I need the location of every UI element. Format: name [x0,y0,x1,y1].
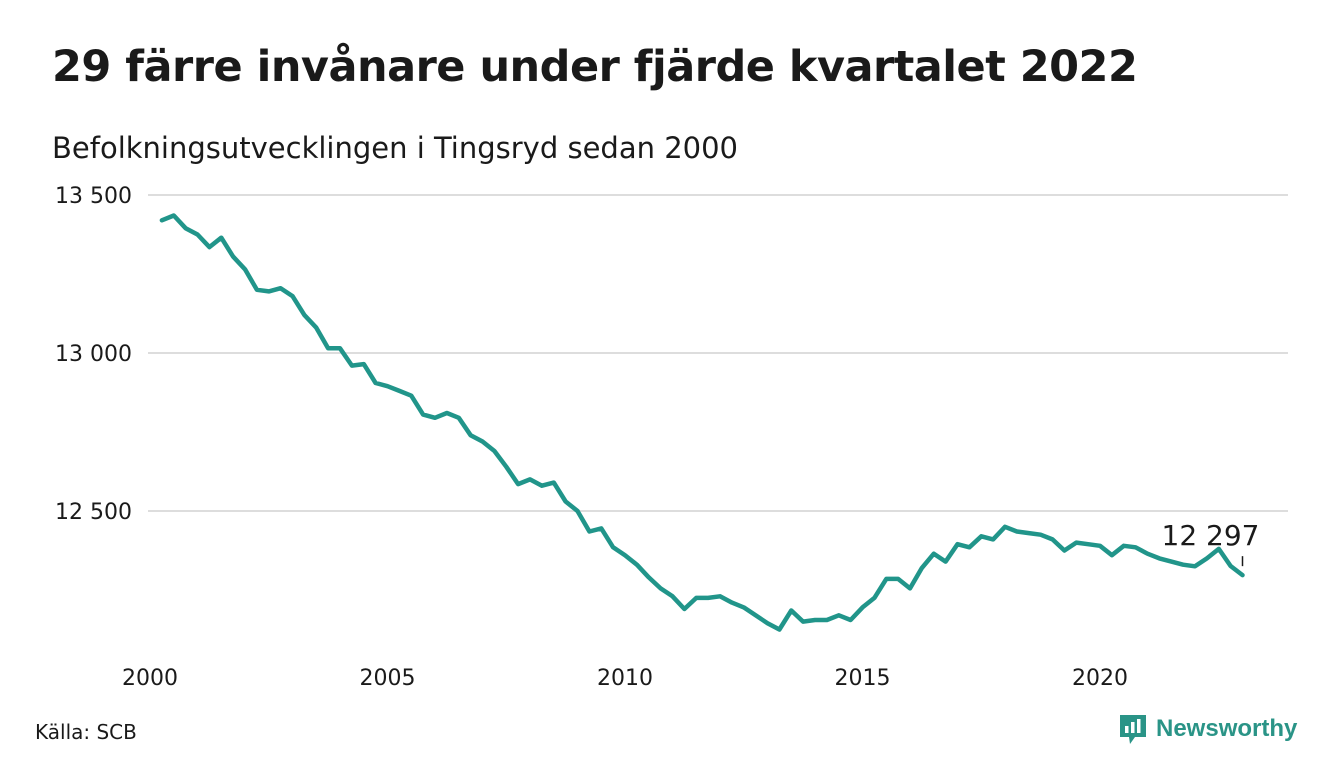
chart-subtitle: Befolkningsutvecklingen i Tingsryd sedan… [52,131,739,165]
newsworthy-logo-text: Newsworthy [1156,715,1298,742]
last-value-label: 12 297 [1162,519,1260,552]
series-line [159,213,1245,632]
x-tick-label: 2000 [122,666,178,691]
y-tick-label: 13 000 [55,342,132,367]
chart-title: 29 färre invånare under fjärde kvartalet… [52,42,1138,92]
x-tick-label: 2010 [597,666,653,691]
x-axis-tick-labels: 2000 2005 2010 2015 2020 [122,666,1128,691]
gridlines [148,194,1288,512]
y-tick-label: 13 500 [55,184,132,209]
newsworthy-logo-icon [1120,715,1146,744]
newsworthy-logo[interactable]: Newsworthy [1118,713,1297,745]
x-tick-label: 2020 [1072,666,1128,691]
y-tick-label: 12 500 [55,500,132,525]
x-tick-label: 2015 [835,666,891,691]
source-note: Källa: SCB [35,720,137,744]
series-layer [159,213,1245,632]
annotation-layer: 12 297 [1162,519,1260,567]
y-axis-tick-labels: 12 500 13 000 13 500 [55,184,132,525]
x-tick-label: 2005 [360,666,416,691]
